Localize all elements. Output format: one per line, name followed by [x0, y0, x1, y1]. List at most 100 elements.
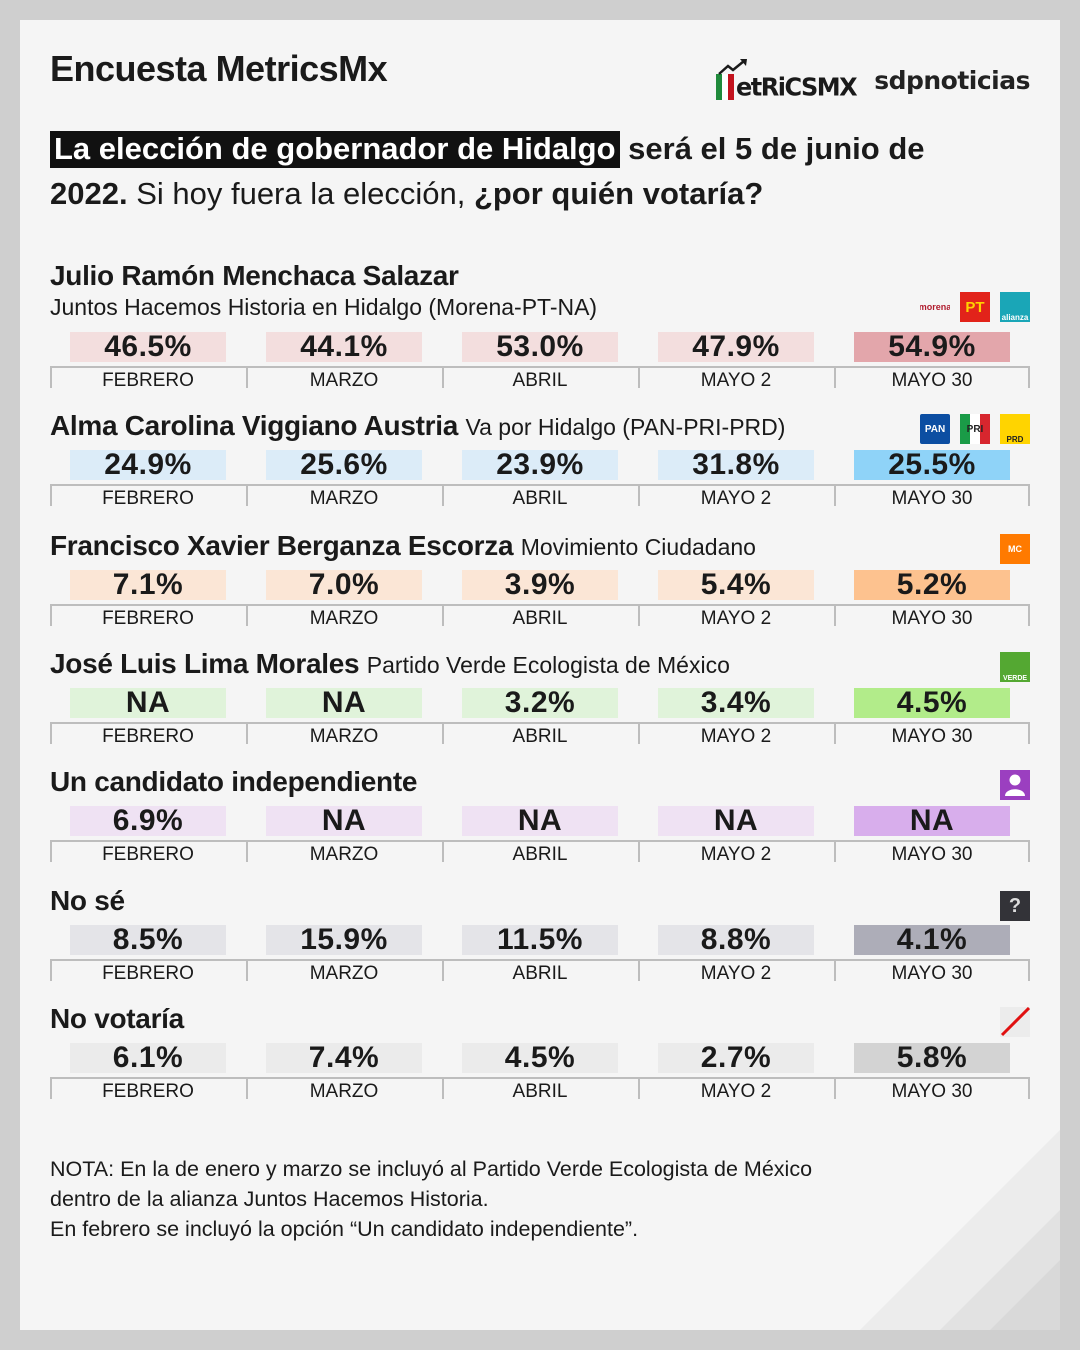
result-cell: 6.9% FEBRERO: [50, 806, 246, 880]
month-bracket: [442, 366, 638, 388]
result-value: 25.6%: [266, 450, 422, 480]
result-cell: 47.9% MAYO 2: [638, 332, 834, 406]
month-bracket: [442, 604, 638, 626]
result-value: NA: [658, 806, 814, 836]
result-cell: 4.5% MAYO 30: [834, 688, 1030, 762]
question-part1: será el 5 de junio de: [619, 131, 925, 166]
month-label: ABRIL: [512, 608, 568, 629]
result-cell: 7.0% MARZO: [246, 570, 442, 644]
candidate-party: Partido Verde Ecologista de México: [366, 652, 730, 678]
month-label: MAYO 30: [891, 608, 973, 629]
result-cell: 8.8% MAYO 2: [638, 925, 834, 999]
result-cell: 25.6% MARZO: [246, 450, 442, 524]
result-cell: NA MARZO: [246, 688, 442, 762]
pan-logo-icon: PAN: [920, 414, 950, 444]
option-name: No sé: [50, 885, 125, 916]
bracket-tick: [50, 959, 52, 981]
month-label: MARZO: [309, 844, 379, 865]
bracket-tick: [50, 840, 52, 862]
result-value: NA: [266, 806, 422, 836]
result-value: 5.2%: [854, 570, 1010, 600]
result-value: 15.9%: [266, 925, 422, 955]
mexico-flag-icon: [716, 74, 734, 100]
bracket-tick: [50, 722, 52, 744]
month-bracket: [638, 366, 834, 388]
result-cell: NA FEBRERO: [50, 688, 246, 762]
month-label: MAYO 2: [700, 370, 772, 391]
month-bracket: [638, 1077, 834, 1099]
result-value: 7.0%: [266, 570, 422, 600]
bracket-tick: [834, 604, 836, 626]
result-value: 8.8%: [658, 925, 814, 955]
candidate-block-lima: José Luis Lima Morales Partido Verde Eco…: [50, 648, 1030, 747]
person-icon: [1000, 770, 1030, 800]
month-label: MAYO 30: [891, 1081, 973, 1102]
month-label: ABRIL: [512, 370, 568, 391]
result-cell: 54.9% MAYO 30: [834, 332, 1030, 406]
result-value: 25.5%: [854, 450, 1010, 480]
bracket-tick: [1028, 722, 1030, 744]
result-value: 4.5%: [462, 1043, 618, 1073]
result-value: 3.4%: [658, 688, 814, 718]
bracket-tick: [246, 484, 248, 506]
month-label: FEBRERO: [102, 488, 194, 509]
month-label: MAYO 30: [891, 726, 973, 747]
results-row: NA FEBRERO NA MARZO 3.2% ABRIL 3.4% MAYO 2 4.5% M…: [50, 688, 1030, 762]
bracket-tick: [442, 1077, 444, 1099]
bracket-tick: [638, 1077, 640, 1099]
result-cell: 11.5% ABRIL: [442, 925, 638, 999]
month-bracket: [834, 840, 1030, 862]
month-label: MAYO 2: [700, 608, 772, 629]
month-label: FEBRERO: [102, 370, 194, 391]
candidate-name: Alma Carolina Viggiano Austria: [50, 410, 458, 441]
month-label: MAYO 2: [700, 488, 772, 509]
result-cell: 31.8% MAYO 2: [638, 450, 834, 524]
result-cell: NA ABRIL: [442, 806, 638, 880]
result-cell: 7.1% FEBRERO: [50, 570, 246, 644]
month-label: MARZO: [309, 1081, 379, 1102]
result-cell: 4.1% MAYO 30: [834, 925, 1030, 999]
result-value: 31.8%: [658, 450, 814, 480]
result-value: 53.0%: [462, 332, 618, 362]
month-label: MAYO 2: [700, 1081, 772, 1102]
bracket-tick: [246, 840, 248, 862]
month-label: FEBRERO: [102, 844, 194, 865]
bracket-tick: [1028, 604, 1030, 626]
month-bracket: [834, 366, 1030, 388]
bracket-tick: [834, 1077, 836, 1099]
footnote: NOTA: En la de enero y marzo se incluyó …: [50, 1154, 812, 1244]
month-bracket: [638, 840, 834, 862]
result-value: 7.1%: [70, 570, 226, 600]
month-label: MARZO: [309, 370, 379, 391]
option-icons: ?: [1000, 891, 1030, 921]
month-bracket: [834, 959, 1030, 981]
result-value: 7.4%: [266, 1043, 422, 1073]
result-value: 46.5%: [70, 332, 226, 362]
bracket-tick: [442, 366, 444, 388]
result-value: 44.1%: [266, 332, 422, 362]
bracket-tick: [834, 366, 836, 388]
footnote-line: En febrero se incluyó la opción “Un cand…: [50, 1217, 639, 1241]
month-label: FEBRERO: [102, 608, 194, 629]
bracket-tick: [638, 604, 640, 626]
result-value: 6.9%: [70, 806, 226, 836]
result-cell: 7.4% MARZO: [246, 1043, 442, 1117]
month-label: MARZO: [309, 608, 379, 629]
bracket-tick: [50, 484, 52, 506]
bracket-tick: [246, 366, 248, 388]
bracket-tick: [1028, 366, 1030, 388]
month-label: MAYO 30: [891, 370, 973, 391]
candidate-line: Francisco Xavier Berganza Escorza Movimi…: [50, 530, 1030, 562]
month-label: MAYO 2: [700, 844, 772, 865]
month-label: ABRIL: [512, 963, 568, 984]
results-row: 46.5% FEBRERO 44.1% MARZO 53.0% ABRIL 47.9% MAY…: [50, 332, 1030, 406]
bracket-tick: [246, 722, 248, 744]
bracket-tick: [638, 840, 640, 862]
month-label: MAYO 30: [891, 963, 973, 984]
result-cell: NA MAYO 2: [638, 806, 834, 880]
option-icons: [1000, 1007, 1030, 1037]
result-value: 24.9%: [70, 450, 226, 480]
result-cell: 46.5% FEBRERO: [50, 332, 246, 406]
bracket-tick: [50, 604, 52, 626]
party-icons: PAN PRI PRD: [920, 414, 1030, 444]
